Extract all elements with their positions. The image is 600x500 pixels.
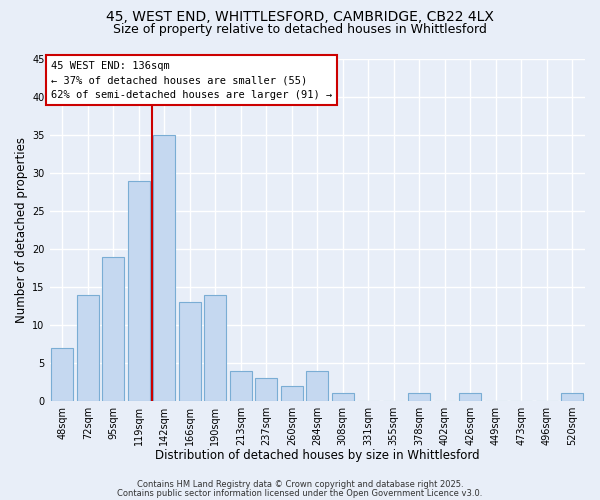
Bar <box>562 394 583 401</box>
Bar <box>307 370 328 401</box>
X-axis label: Distribution of detached houses by size in Whittlesford: Distribution of detached houses by size … <box>155 450 479 462</box>
Text: Contains HM Land Registry data © Crown copyright and database right 2025.: Contains HM Land Registry data © Crown c… <box>137 480 463 489</box>
Bar <box>332 394 353 401</box>
Text: 45 WEST END: 136sqm
← 37% of detached houses are smaller (55)
62% of semi-detach: 45 WEST END: 136sqm ← 37% of detached ho… <box>51 60 332 100</box>
Bar <box>128 180 149 401</box>
Bar <box>230 370 251 401</box>
Bar <box>52 348 73 401</box>
Text: 45, WEST END, WHITTLESFORD, CAMBRIDGE, CB22 4LX: 45, WEST END, WHITTLESFORD, CAMBRIDGE, C… <box>106 10 494 24</box>
Text: Contains public sector information licensed under the Open Government Licence v3: Contains public sector information licen… <box>118 488 482 498</box>
Bar <box>154 135 175 401</box>
Bar <box>205 294 226 401</box>
Bar <box>409 394 430 401</box>
Text: Size of property relative to detached houses in Whittlesford: Size of property relative to detached ho… <box>113 22 487 36</box>
Bar <box>77 294 98 401</box>
Bar <box>460 394 481 401</box>
Bar <box>256 378 277 401</box>
Bar <box>281 386 302 401</box>
Bar <box>179 302 200 401</box>
Y-axis label: Number of detached properties: Number of detached properties <box>15 137 28 323</box>
Bar <box>103 256 124 401</box>
